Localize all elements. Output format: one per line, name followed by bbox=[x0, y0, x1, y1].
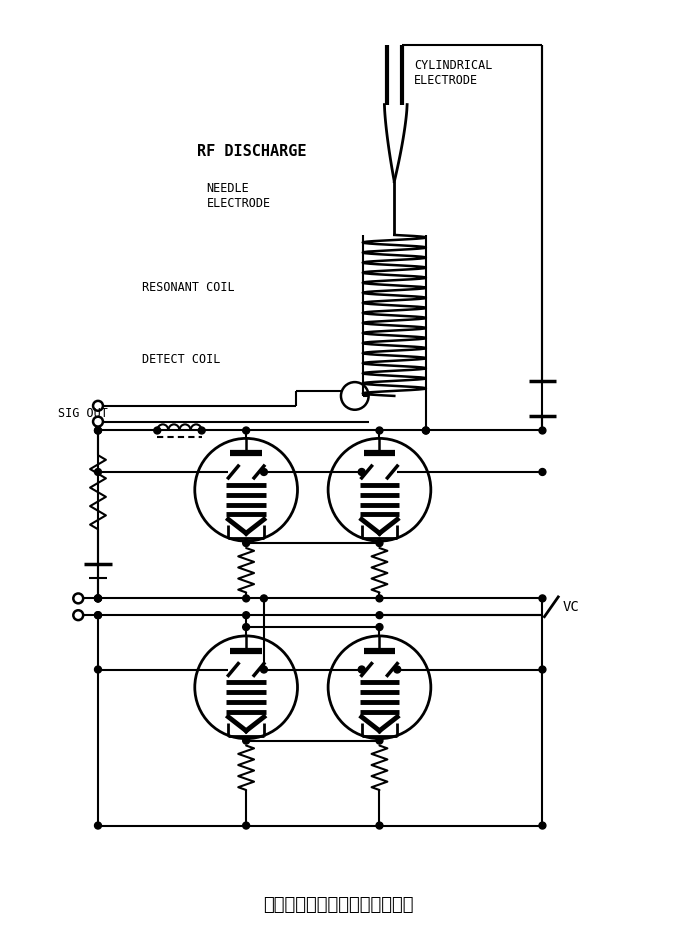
Circle shape bbox=[376, 737, 383, 744]
Circle shape bbox=[74, 610, 83, 620]
Circle shape bbox=[376, 427, 383, 434]
Circle shape bbox=[95, 595, 101, 602]
Circle shape bbox=[243, 595, 250, 602]
Circle shape bbox=[95, 595, 101, 602]
Circle shape bbox=[243, 612, 250, 619]
Text: CYLINDRICAL
ELECTRODE: CYLINDRICAL ELECTRODE bbox=[414, 59, 493, 87]
Text: RF DISCHARGE: RF DISCHARGE bbox=[196, 145, 306, 160]
Circle shape bbox=[74, 593, 83, 603]
Text: SIG OUT: SIG OUT bbox=[59, 407, 109, 420]
Circle shape bbox=[198, 427, 205, 434]
Circle shape bbox=[95, 612, 101, 619]
Circle shape bbox=[95, 666, 101, 673]
Circle shape bbox=[376, 612, 383, 619]
Text: DETECT COIL: DETECT COIL bbox=[142, 352, 221, 366]
Circle shape bbox=[243, 623, 250, 631]
Circle shape bbox=[539, 595, 546, 602]
Circle shape bbox=[376, 595, 383, 602]
Circle shape bbox=[261, 595, 267, 602]
Text: 放電発生のための発振器回路図: 放電発生のための発振器回路図 bbox=[263, 896, 413, 914]
Circle shape bbox=[539, 666, 546, 673]
Circle shape bbox=[95, 427, 101, 434]
Circle shape bbox=[423, 427, 429, 434]
Circle shape bbox=[376, 822, 383, 829]
Circle shape bbox=[243, 822, 250, 829]
Circle shape bbox=[243, 540, 250, 546]
Circle shape bbox=[95, 822, 101, 829]
Circle shape bbox=[539, 427, 546, 434]
Circle shape bbox=[95, 427, 101, 434]
Circle shape bbox=[95, 468, 101, 476]
Circle shape bbox=[539, 468, 546, 476]
Text: VC: VC bbox=[562, 600, 579, 614]
Circle shape bbox=[376, 623, 383, 631]
Circle shape bbox=[358, 666, 365, 673]
Text: RESONANT COIL: RESONANT COIL bbox=[142, 281, 235, 294]
Circle shape bbox=[95, 612, 101, 619]
Circle shape bbox=[154, 427, 161, 434]
Circle shape bbox=[423, 427, 429, 434]
Circle shape bbox=[539, 822, 546, 829]
Text: NEEDLE
ELECTRODE: NEEDLE ELECTRODE bbox=[207, 182, 271, 211]
Circle shape bbox=[358, 468, 365, 476]
Circle shape bbox=[394, 666, 401, 673]
Circle shape bbox=[261, 468, 267, 476]
Circle shape bbox=[376, 540, 383, 546]
Circle shape bbox=[93, 400, 103, 411]
Circle shape bbox=[95, 595, 101, 602]
Circle shape bbox=[243, 427, 250, 434]
Circle shape bbox=[243, 737, 250, 744]
Circle shape bbox=[261, 666, 267, 673]
Circle shape bbox=[93, 416, 103, 427]
